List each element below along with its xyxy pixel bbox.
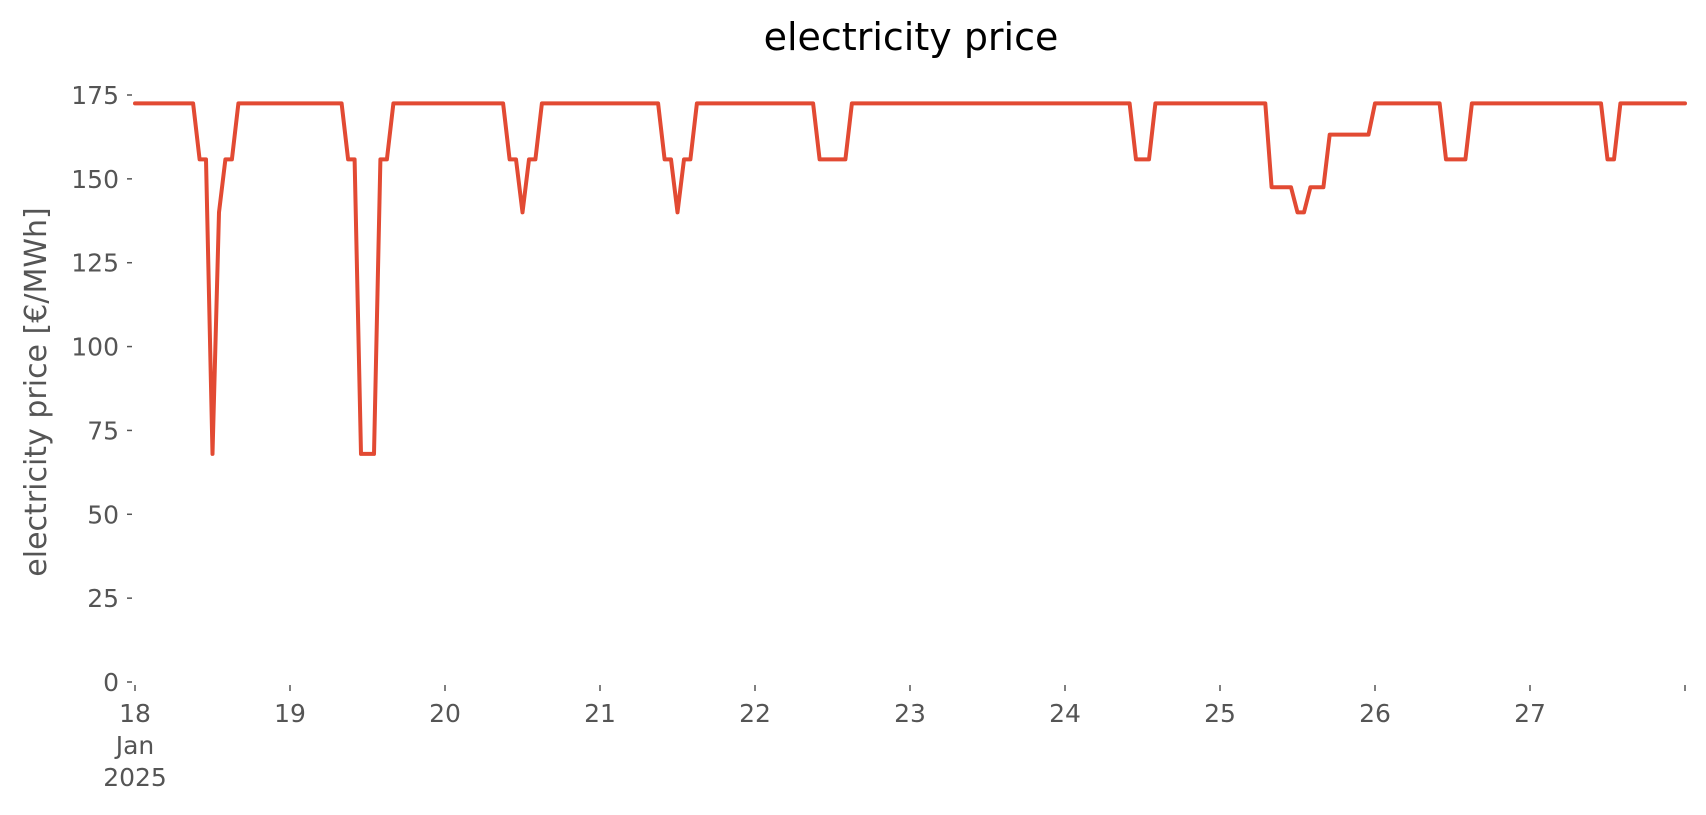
- y-tick-label: 100: [71, 333, 119, 362]
- x-axis: 18 Jan 2025 19 20 21 22 23 24 25 26 27: [103, 685, 1686, 792]
- y-tick-label: 175: [71, 81, 119, 110]
- y-tick-label: 0: [103, 668, 119, 697]
- x-tick-label: 25: [1204, 699, 1236, 728]
- plot-area: [133, 101, 1687, 456]
- x-tick-label: 21: [584, 699, 616, 728]
- y-tick-label: 150: [71, 165, 119, 194]
- electricity-price-line: [133, 101, 1687, 456]
- y-tick-label: 75: [87, 416, 119, 445]
- y-tick-label: 50: [87, 500, 119, 529]
- y-axis: 0 25 50 75 100 125 150 175: [71, 81, 132, 697]
- chart-title: electricity price: [764, 15, 1059, 59]
- y-axis-label: electricity price [€/MWh]: [19, 207, 54, 576]
- x-tick-label: 18 Jan 2025: [103, 699, 167, 792]
- x-tick-label: 23: [894, 699, 926, 728]
- x-tick-label: 22: [739, 699, 771, 728]
- x-tick-label: 20: [429, 699, 461, 728]
- x-tick-label: 24: [1049, 699, 1081, 728]
- x-tick-label: 27: [1514, 699, 1546, 728]
- x-tick-label: 19: [274, 699, 306, 728]
- x-tick-label: 26: [1359, 699, 1391, 728]
- y-tick-label: 25: [87, 584, 119, 613]
- y-tick-label: 125: [71, 249, 119, 278]
